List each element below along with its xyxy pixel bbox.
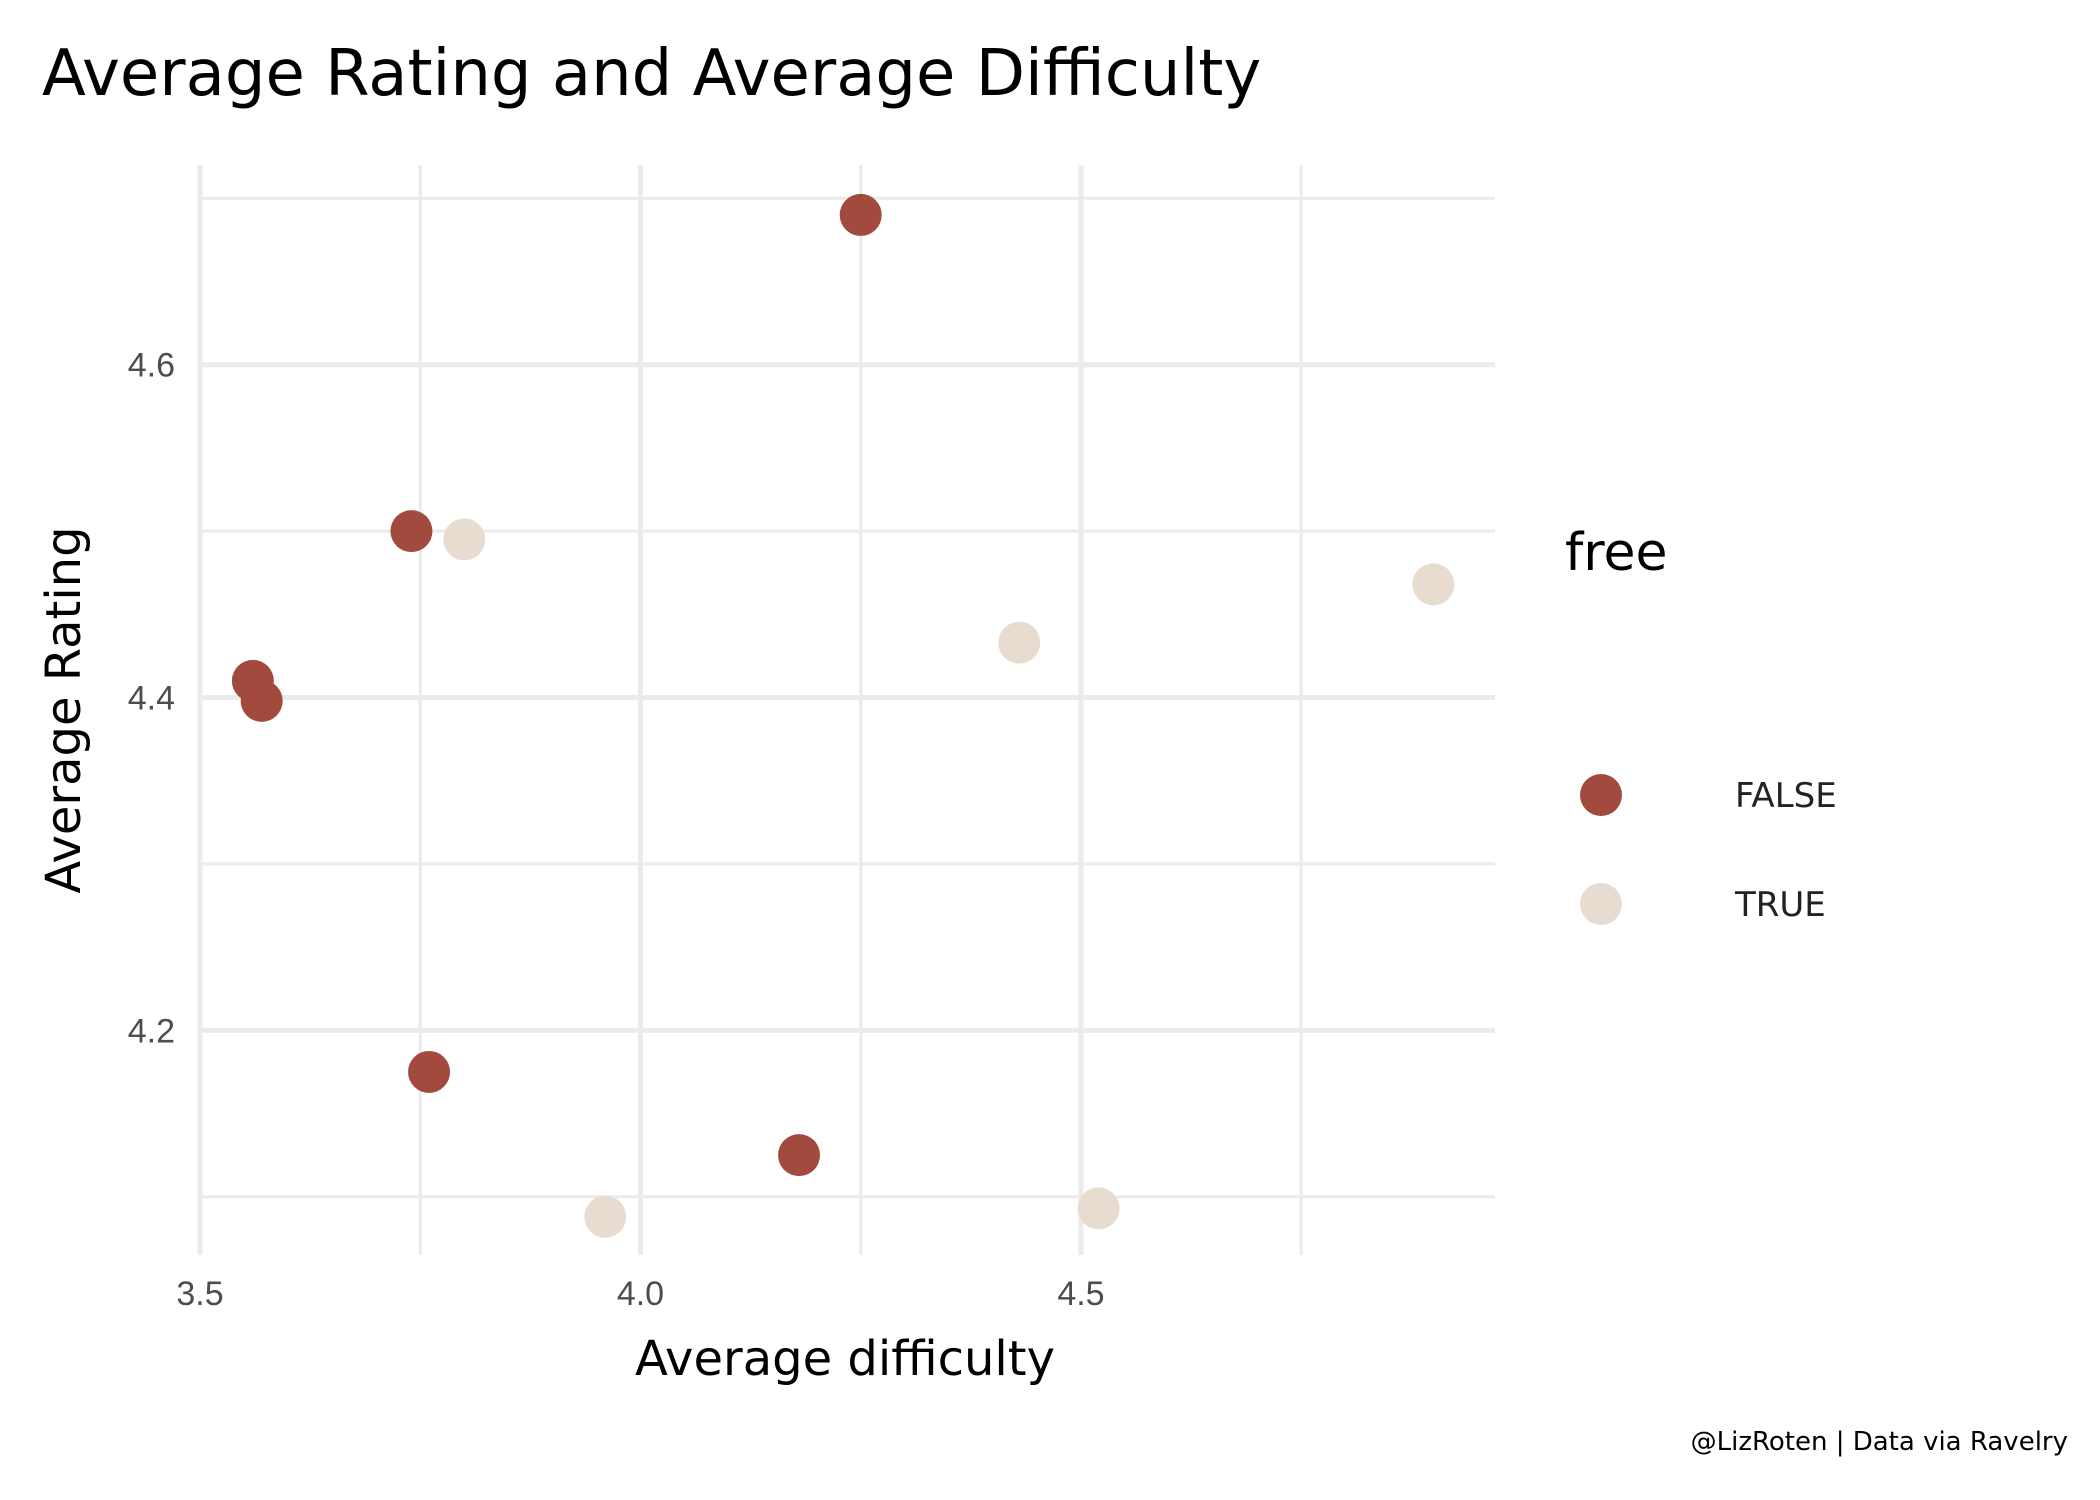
data-point-true bbox=[1412, 563, 1455, 606]
chart-title: Average Rating and Average Difficulty bbox=[42, 37, 1261, 111]
legend-title: free bbox=[1565, 523, 1668, 583]
chart-caption: @LizRoten | Data via Ravelry bbox=[1691, 1427, 2068, 1457]
data-point-true bbox=[998, 621, 1041, 664]
y-tick-label: 4.6 bbox=[128, 347, 175, 385]
data-point-false bbox=[839, 193, 882, 236]
plot-grid bbox=[197, 165, 1495, 1255]
data-point-true bbox=[1077, 1187, 1120, 1230]
data-point-true bbox=[584, 1195, 627, 1238]
x-tick-label: 4.5 bbox=[1057, 1275, 1104, 1313]
x-axis-ticks: 3.5 4.0 4.5 bbox=[176, 1275, 1104, 1313]
y-tick-label: 4.2 bbox=[128, 1012, 175, 1050]
x-tick-label: 4.0 bbox=[617, 1275, 664, 1313]
x-axis-title: Average difficulty bbox=[635, 1331, 1055, 1387]
legend-key-true bbox=[1580, 883, 1622, 925]
data-point-true bbox=[443, 518, 486, 561]
y-tick-label: 4.4 bbox=[128, 680, 175, 718]
legend: free FALSE TRUE bbox=[1565, 523, 1837, 925]
data-point-false bbox=[390, 510, 433, 553]
data-points bbox=[231, 193, 1455, 1238]
x-tick-label: 3.5 bbox=[176, 1275, 223, 1313]
legend-label-false: FALSE bbox=[1735, 776, 1837, 816]
data-point-false bbox=[240, 679, 283, 722]
data-point-false bbox=[408, 1050, 451, 1093]
legend-key-false bbox=[1580, 774, 1622, 816]
y-axis-ticks: 4.2 4.4 4.6 bbox=[128, 347, 175, 1051]
data-point-false bbox=[778, 1134, 821, 1177]
legend-entries: FALSE TRUE bbox=[1580, 774, 1837, 925]
legend-label-true: TRUE bbox=[1734, 885, 1826, 925]
y-axis-title: Average Rating bbox=[36, 526, 92, 893]
